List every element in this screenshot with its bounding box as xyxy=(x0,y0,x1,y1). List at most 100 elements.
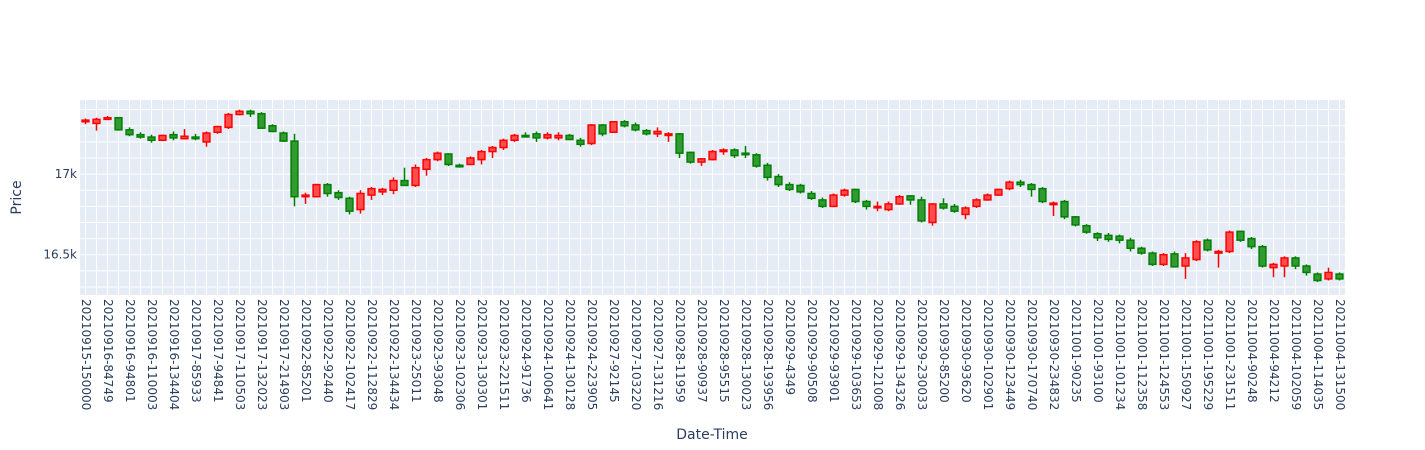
candle xyxy=(235,109,244,116)
candle-body xyxy=(796,184,805,193)
candle-body xyxy=(389,179,398,191)
candle xyxy=(818,197,827,208)
candle xyxy=(587,124,596,146)
candle-body xyxy=(1247,237,1256,248)
candle-body xyxy=(191,136,200,140)
candle xyxy=(1324,267,1333,281)
candle-body xyxy=(862,200,871,208)
candle-body xyxy=(345,197,354,212)
candle xyxy=(125,127,134,137)
y-tick-label: 16.5k xyxy=(43,248,77,262)
x-tick-label: 20210930-170740 xyxy=(1025,299,1039,410)
candle xyxy=(939,198,948,210)
x-tick-label: 20210928-95515 xyxy=(717,299,731,403)
candle-body xyxy=(675,133,684,154)
x-tick-label: 20211001-124553 xyxy=(1157,299,1171,410)
x-tick-label: 20210923-102306 xyxy=(453,299,467,410)
candle-body xyxy=(1203,239,1212,251)
candle xyxy=(642,129,651,136)
candle xyxy=(1005,180,1014,191)
candle xyxy=(576,137,585,147)
x-tick-label: 20211001-112358 xyxy=(1135,299,1149,410)
x-tick-label: 20210915-150000 xyxy=(79,299,93,410)
candle-body xyxy=(422,158,431,171)
candle xyxy=(631,122,640,132)
x-tick-label: 20210929-4349 xyxy=(783,299,797,395)
x-tick-label: 20211001-150927 xyxy=(1179,299,1193,410)
candle-body xyxy=(1137,247,1146,254)
candle xyxy=(829,193,838,208)
candle xyxy=(1302,264,1311,276)
candle-body xyxy=(334,191,343,199)
x-tick-label: 20210924-100641 xyxy=(541,299,555,410)
candle xyxy=(917,196,926,223)
candle xyxy=(213,125,222,134)
candle xyxy=(1291,256,1300,270)
candle-body xyxy=(1115,235,1124,241)
x-tick-label: 20210916-110003 xyxy=(145,299,159,410)
candle-body xyxy=(653,130,662,135)
candle-body xyxy=(169,133,178,139)
candle-body xyxy=(1093,233,1102,239)
x-tick-label: 20211001-231511 xyxy=(1223,299,1237,410)
candle xyxy=(169,131,178,141)
x-tick-label: 20210917-94841 xyxy=(211,299,225,403)
candle xyxy=(1027,182,1036,197)
x-tick-label: 20210930-85200 xyxy=(937,299,951,403)
candle xyxy=(499,138,508,150)
candle-body xyxy=(400,179,409,187)
candle xyxy=(323,182,332,197)
x-tick-label: 20210928-90937 xyxy=(695,299,709,403)
candle-body xyxy=(499,139,508,149)
candle-body xyxy=(719,149,728,153)
x-tick-label: 20210917-110503 xyxy=(233,299,247,410)
candle xyxy=(862,199,871,210)
x-axis-title: Date-Time xyxy=(676,427,748,443)
candle-body xyxy=(972,199,981,208)
x-tick-label: 20210916-94801 xyxy=(123,299,137,403)
candle xyxy=(1192,240,1201,262)
candle-body xyxy=(521,134,530,138)
candle xyxy=(565,133,574,141)
candle-body xyxy=(1082,224,1091,233)
x-tick-label: 20210922-85201 xyxy=(299,299,313,403)
candle-body xyxy=(477,150,486,161)
candle-body xyxy=(741,152,750,156)
candle-body xyxy=(1192,241,1201,261)
candle xyxy=(433,151,442,162)
candle-body xyxy=(1258,245,1267,267)
candle xyxy=(444,153,453,167)
x-tick-label: 20211004-90248 xyxy=(1245,299,1259,403)
candle-body xyxy=(312,183,321,198)
candle xyxy=(785,182,794,192)
candle xyxy=(983,193,992,201)
candle-body xyxy=(356,192,365,211)
candle xyxy=(730,148,739,159)
candle xyxy=(1335,272,1344,281)
x-tick-label: 20210917-85933 xyxy=(189,299,203,403)
candle xyxy=(928,203,937,226)
candle xyxy=(1247,236,1256,250)
candle-body xyxy=(1302,265,1311,274)
candle xyxy=(488,145,497,159)
x-tick-label: 20210928-11959 xyxy=(673,299,687,403)
candle xyxy=(873,201,882,212)
candle xyxy=(1214,249,1223,268)
candle-body xyxy=(202,132,211,143)
candle-body xyxy=(1126,239,1135,250)
candle-body xyxy=(323,183,332,195)
candle xyxy=(1258,245,1267,268)
x-tick-label: 20210923-221511 xyxy=(497,299,511,410)
candle xyxy=(719,148,728,155)
candle-body xyxy=(928,203,937,224)
candle-body xyxy=(961,207,970,216)
candle-body xyxy=(466,157,475,166)
x-tick-label: 20210929-121008 xyxy=(871,299,885,410)
candle-body xyxy=(92,118,101,125)
candle-body xyxy=(774,175,783,186)
candle xyxy=(411,164,420,188)
candle-body xyxy=(411,166,420,187)
candle-body xyxy=(1016,181,1025,186)
candle-body xyxy=(1170,253,1179,268)
gridlines xyxy=(80,100,1345,295)
